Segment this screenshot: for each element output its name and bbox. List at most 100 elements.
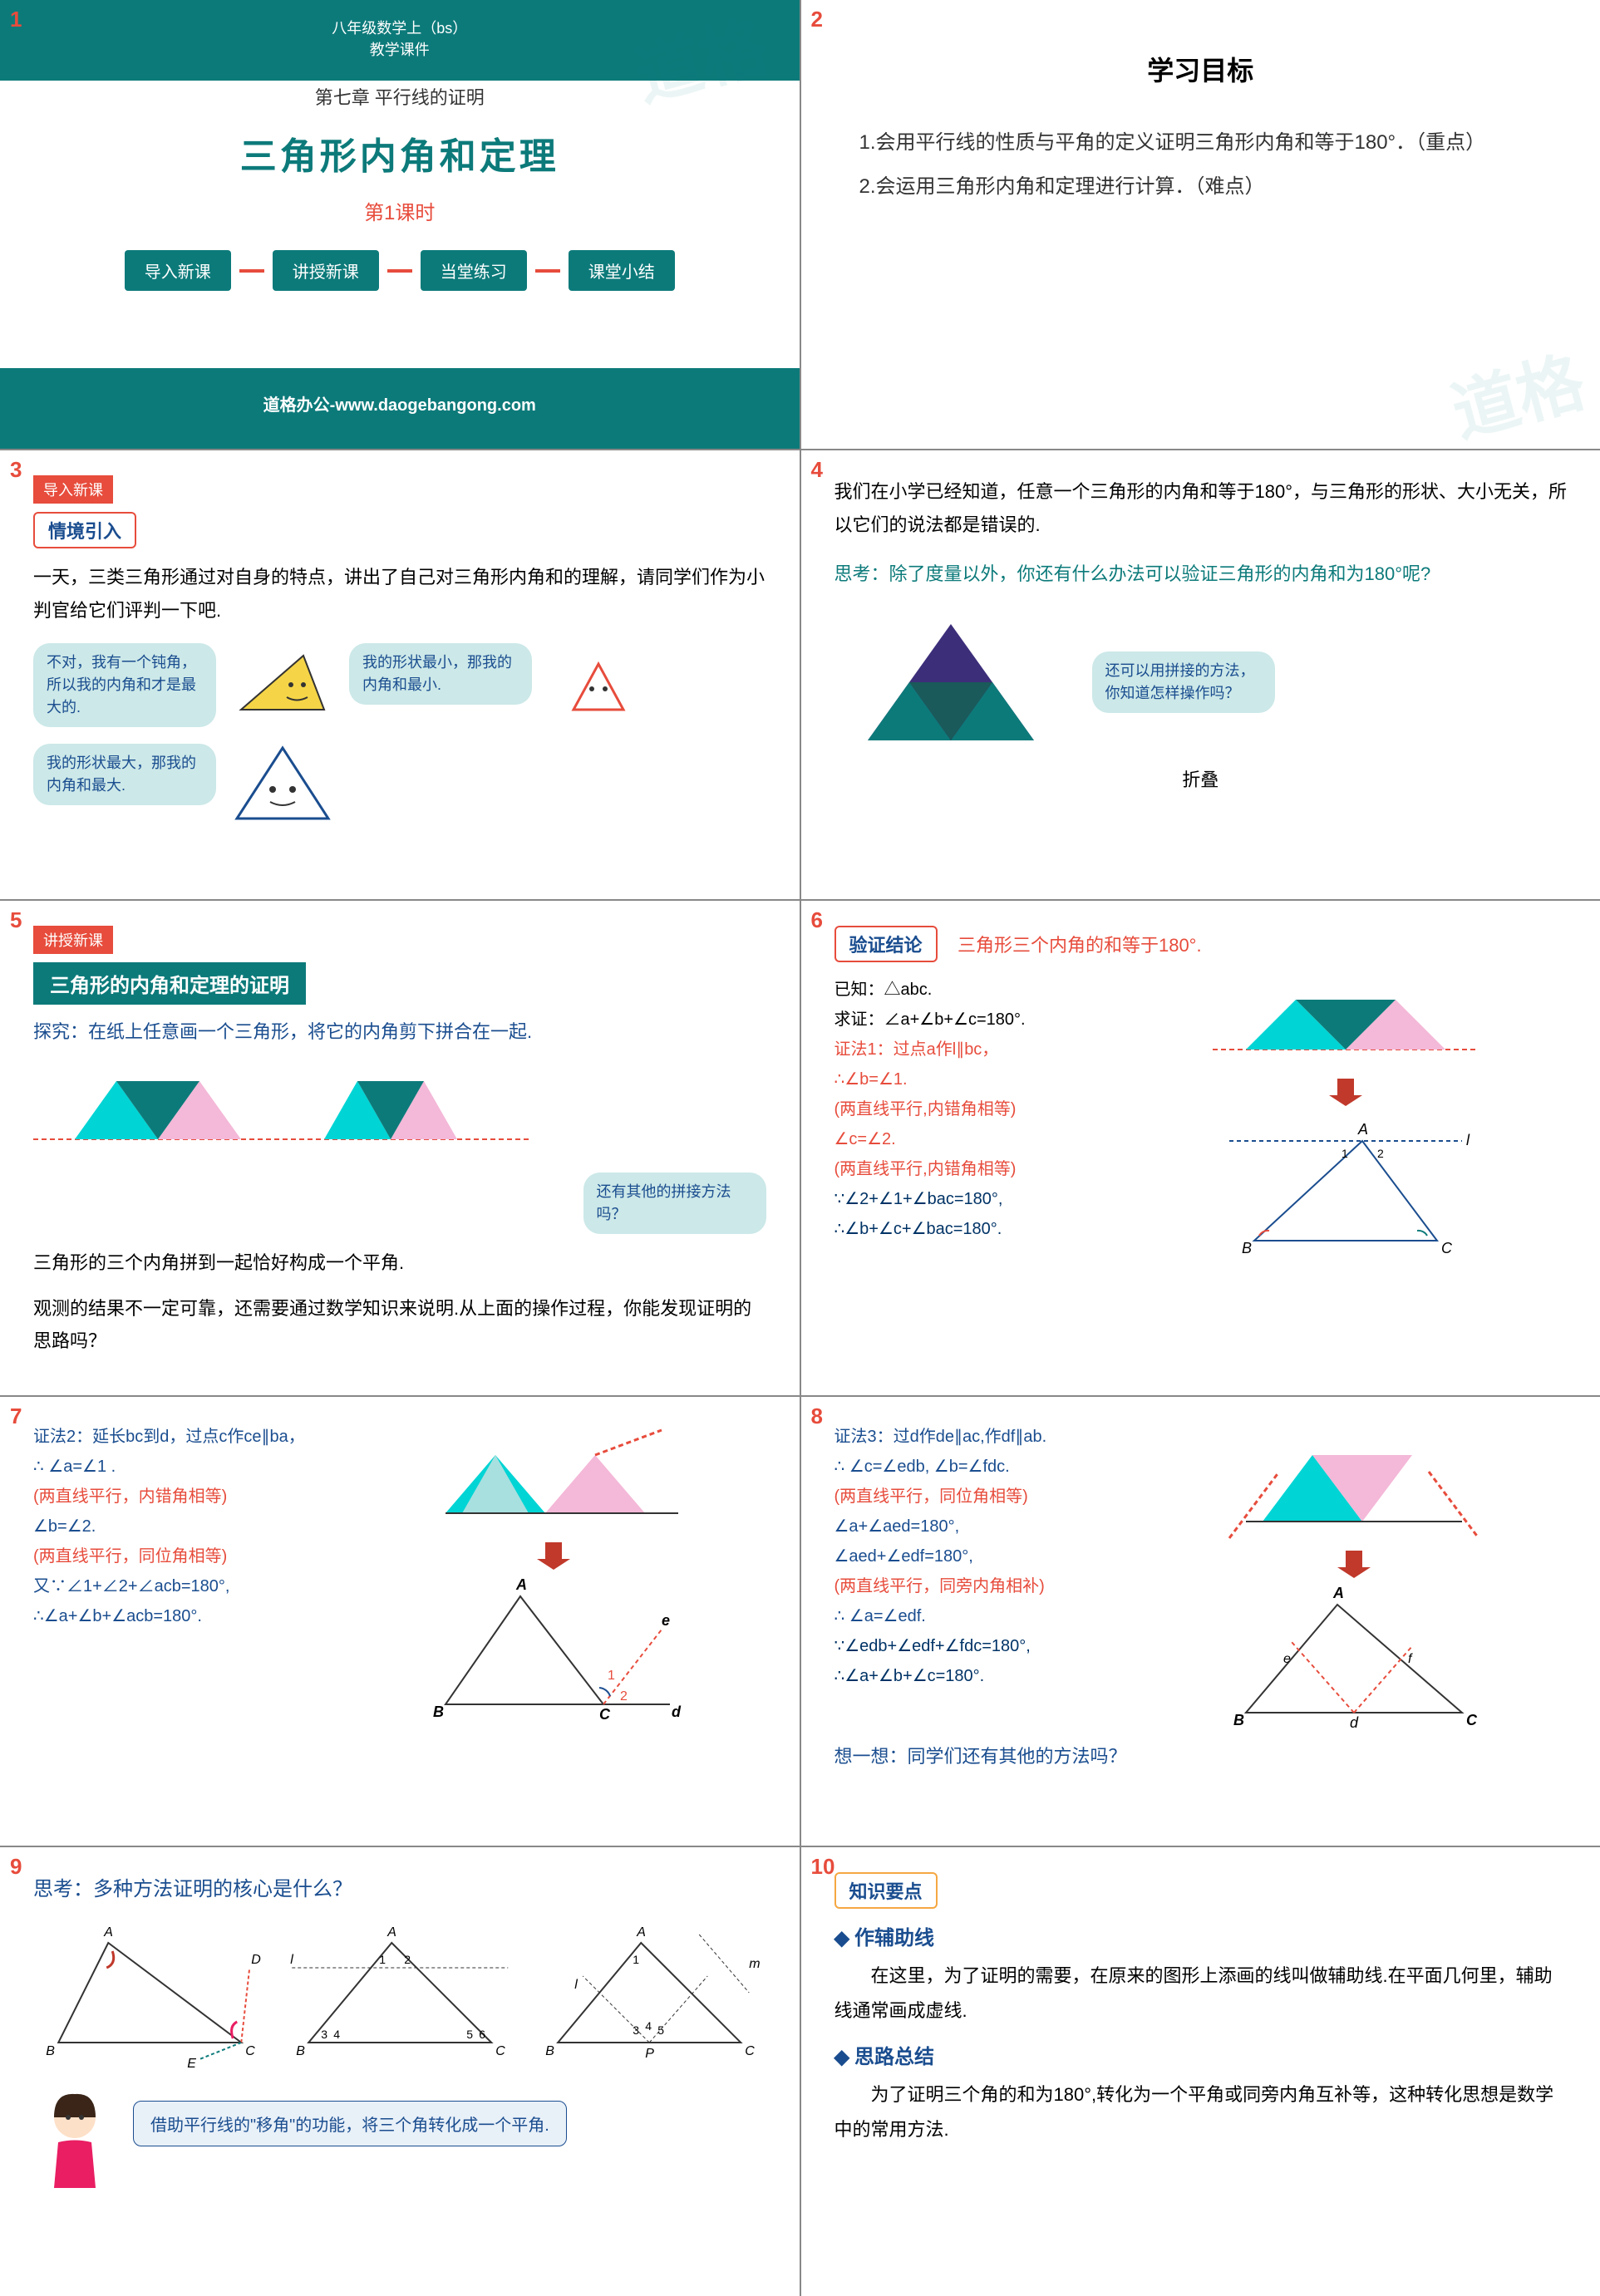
- slide-number: 8: [811, 1404, 823, 1429]
- slide-number: 1: [10, 7, 22, 32]
- slide-4: 4 我们在小学已经知道，任意一个三角形的内角和等于180°，与三角形的形状、大小…: [801, 450, 1600, 899]
- think-prompt: 思考：除了度量以外，你还有什么办法可以验证三角形的内角和为180°呢?: [834, 558, 1568, 591]
- diagram-column: A B C d e 1 2: [412, 1422, 766, 1721]
- slide-number: 9: [10, 1854, 22, 1880]
- lesson-label: 第1课时: [33, 196, 766, 225]
- svg-text:e: e: [1283, 1652, 1291, 1666]
- svg-text:d: d: [672, 1704, 682, 1720]
- mountain-diagram: [1213, 1422, 1495, 1546]
- cut-paste-diagram: [33, 1056, 532, 1173]
- nav-chip[interactable]: 导入新课: [125, 250, 231, 291]
- proof-reason: (两直线平行，同位角相等): [33, 1541, 387, 1571]
- think-prompt: 想一想：同学们还有其他的方法吗？: [834, 1742, 1568, 1768]
- svg-text:B: B: [1242, 1240, 1252, 1256]
- proof-reason: (两直线平行,内错角相等): [834, 1154, 1189, 1184]
- svg-text:5: 5: [466, 2028, 473, 2041]
- svg-text:d: d: [1350, 1714, 1359, 1729]
- slide-5: 5 讲授新课 三角形的内角和定理的证明 探究：在纸上任意画一个三角形，将它的内角…: [0, 901, 800, 1395]
- diagram-column: A B C d e f: [1213, 1422, 1567, 1729]
- proof-column: 证法3：过d作de∥ac,作df∥ab. ∴ ∠c=∠edb, ∠b=∠fdc.…: [834, 1422, 1189, 1729]
- objective-item: 1.会用平行线的性质与平角的定义证明三角形内角和等于180°．（重点）: [859, 121, 1568, 165]
- proof-step: 证法2：延长bc到d，过点c作ce∥ba，: [33, 1422, 387, 1452]
- svg-text:2: 2: [1377, 1147, 1384, 1160]
- proof-column: 已知：△abc. 求证：∠a+∠b+∠c=180°. 证法1：过点a作l∥bc，…: [834, 975, 1189, 1257]
- proof-step: ∴ ∠c=∠edb, ∠b=∠fdc.: [834, 1452, 1189, 1482]
- mountain-diagram: [1213, 975, 1479, 1074]
- svg-text:C: C: [599, 1706, 611, 1721]
- svg-text:1: 1: [633, 1953, 639, 1966]
- diagram-row: A B C D E A B C l 12 34 56 A B C P: [33, 1918, 766, 2067]
- proof-column: 证法2：延长bc到d，过点c作ce∥ba， ∴ ∠a=∠1 . (两直线平行，内…: [33, 1422, 387, 1721]
- svg-text:4: 4: [645, 2019, 652, 2033]
- slide-number: 4: [811, 457, 823, 483]
- proof-reason: (两直线平行，同位角相等): [834, 1482, 1189, 1512]
- proof-reason: (两直线平行，同旁内角相补): [834, 1571, 1189, 1601]
- subheading: 作辅助线: [834, 1921, 1568, 1950]
- slide-number: 10: [811, 1854, 835, 1880]
- proof-step: ∴ ∠a=∠1 .: [33, 1452, 387, 1482]
- small-triangle-icon: [549, 643, 648, 726]
- think-title: 思考：多种方法证明的核心是什么？: [33, 1872, 766, 1901]
- nav-chip[interactable]: 讲授新课: [273, 250, 379, 291]
- diagram-column: l A B C 1 2: [1213, 975, 1567, 1257]
- slide-7: 7 证法2：延长bc到d，过点c作ce∥ba， ∴ ∠a=∠1 . (两直线平行…: [0, 1397, 800, 1846]
- section-tag: 验证结论: [834, 926, 938, 962]
- svg-text:m: m: [749, 1957, 760, 1971]
- nav-chip[interactable]: 当堂练习: [421, 250, 527, 291]
- svg-text:C: C: [745, 2044, 755, 2058]
- cartoon-row: 不对，我有一个钝角，所以我的内角和才是最大的. 我的形状最小，那我的内角和最小.…: [33, 643, 766, 827]
- nav-row: 导入新课 讲授新课 当堂练习 课堂小结: [33, 250, 766, 291]
- svg-text:B: B: [46, 2044, 55, 2058]
- slide-number: 5: [10, 907, 22, 933]
- svg-text:l: l: [290, 1953, 293, 1967]
- svg-text:2: 2: [620, 1689, 628, 1704]
- svg-text:P: P: [645, 2047, 654, 2061]
- proof-step: ∠b=∠2.: [33, 1512, 387, 1541]
- triangle-proof-diagram: A B C d e 1 2: [412, 1571, 695, 1721]
- svg-text:B: B: [296, 2044, 305, 2058]
- slide-number: 2: [811, 7, 823, 32]
- slide-6: 6 验证结论 三角形三个内角的和等于180°. 已知：△abc. 求证：∠a+∠…: [801, 901, 1600, 1395]
- svg-text:A: A: [1357, 1121, 1368, 1138]
- method-diagram-2: A B C l 12 34 56: [283, 1918, 517, 2067]
- proof-reason: (两直线平行，内错角相等): [33, 1482, 387, 1512]
- nav-connector: [387, 269, 412, 273]
- svg-text:D: D: [251, 1953, 261, 1967]
- objective-item: 2.会运用三角形内角和定理进行计算．（难点）: [859, 165, 1568, 209]
- svg-text:A: A: [103, 1925, 113, 1940]
- body-text: 三角形的三个内角拼到一起恰好构成一个平角.: [33, 1246, 766, 1280]
- svg-text:2: 2: [404, 1953, 411, 1966]
- svg-text:C: C: [245, 2044, 255, 2058]
- arrow-icon: [412, 1538, 695, 1571]
- proof-step: 证法3：过d作de∥ac,作df∥ab.: [834, 1422, 1189, 1452]
- subheading: 思路总结: [834, 2040, 1568, 2069]
- method-diagram-3: A B C P m l 1 345: [533, 1918, 766, 2067]
- proof-step: 证法1：过点a作l∥bc，: [834, 1035, 1189, 1064]
- hint-bubble: 还有其他的拼接方法吗？: [583, 1173, 766, 1234]
- proof-step: ∴ ∠a=∠edf.: [834, 1601, 1189, 1631]
- svg-text:e: e: [662, 1612, 670, 1629]
- svg-text:C: C: [495, 2044, 505, 2058]
- proof-step: ∠a+∠aed=180°,: [834, 1512, 1189, 1541]
- slide-number: 7: [10, 1404, 22, 1429]
- topic-heading: 三角形的内角和定理的证明: [33, 962, 306, 1005]
- svg-text:3: 3: [633, 2023, 639, 2037]
- main-title: 三角形内角和定理: [33, 126, 766, 179]
- svg-text:A: A: [386, 1925, 396, 1940]
- svg-text:B: B: [545, 2044, 554, 2058]
- footer-link: 道格办公-www.daogebangong.com: [263, 391, 536, 415]
- triangle-proof-diagram: A B C d e f: [1213, 1580, 1495, 1729]
- nav-chip[interactable]: 课堂小结: [569, 250, 675, 291]
- explore-text: 探究：在纸上任意画一个三角形，将它的内角剪下拼合在一起.: [33, 1017, 766, 1044]
- slide-2: 2 学习目标 1.会用平行线的性质与平角的定义证明三角形内角和等于180°．（重…: [801, 0, 1600, 449]
- known-line: 已知：△abc.: [834, 975, 1189, 1005]
- svg-text:1: 1: [1342, 1147, 1348, 1160]
- svg-text:1: 1: [608, 1669, 615, 1683]
- intro-text: 一天，三类三角形通过对自身的特点，讲出了自己对三角形内角和的理解，请同学们作为小…: [33, 561, 766, 627]
- theorem-text: 三角形三个内角的和等于180°.: [958, 935, 1202, 956]
- mountain-diagram: [412, 1422, 695, 1538]
- proof-step: ∠c=∠2.: [834, 1124, 1189, 1154]
- body-text: 在这里，为了证明的需要，在原来的图形上添画的线叫做辅助线.在平面几何里，辅助线通…: [834, 1959, 1568, 2028]
- hint-bubble: 还可以用拼接的方法，你知道怎样操作吗？: [1092, 651, 1275, 713]
- slide-10: 10 知识要点 作辅助线 在这里，为了证明的需要，在原来的图形上添画的线叫做辅助…: [801, 1847, 1600, 2296]
